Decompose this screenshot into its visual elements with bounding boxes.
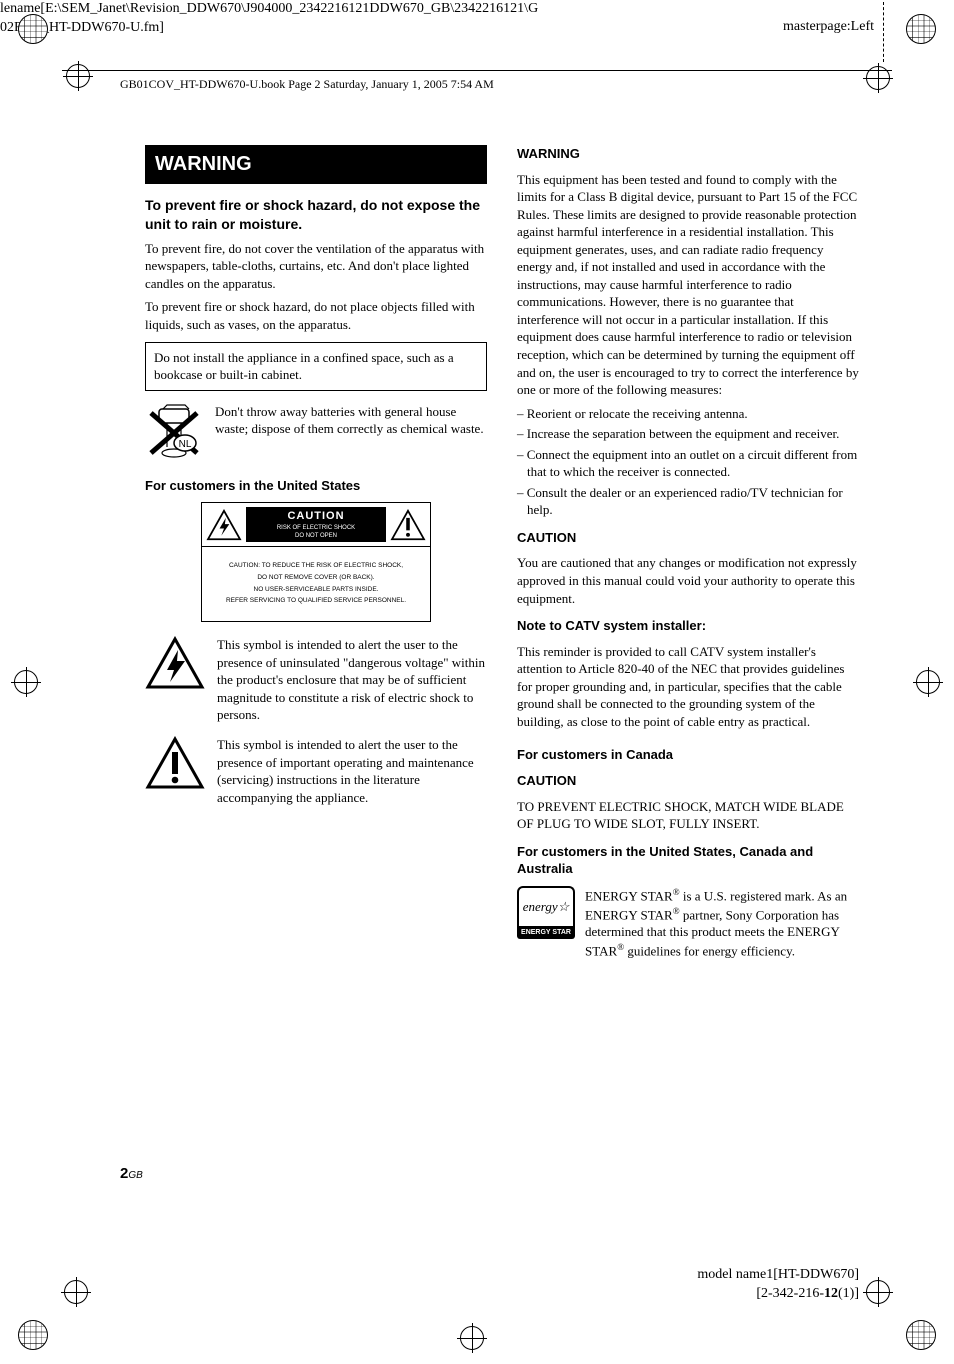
registration-mark-icon [18,1320,48,1350]
registration-mark-icon [906,1320,936,1350]
battery-disposal-text: Don't throw away batteries with general … [215,403,487,438]
energystar-badge-label: ENERGY STAR [517,926,575,939]
crosshair-icon [66,64,90,88]
masterpage-text: masterpage:Left [783,18,874,37]
canada-head: For customers in Canada [517,746,859,764]
crosshair-icon [916,670,940,694]
page-number-suffix: GB [128,1170,142,1181]
us-customers-heading: For customers in the United States [145,477,487,495]
usca-head: For customers in the United States, Cana… [517,843,859,878]
energystar-row: energy☆ ENERGY STAR ENERGY STAR® is a U.… [517,886,859,966]
crosshair-icon [14,670,38,694]
warning-para: To prevent fire or shock hazard, do not … [145,298,487,333]
list-item: Connect the equipment into an outlet on … [517,446,859,481]
symbol-bolt-text: This symbol is intended to alert the use… [217,636,487,724]
bolt-triangle-icon [145,636,205,690]
registration-mark-icon [906,14,936,44]
battery-disposal-icon: NL [145,403,205,463]
energystar-script: energy [523,898,558,916]
crosshair-icon [64,1280,88,1304]
caution-label-title: CAUTION [246,509,386,524]
svg-text:NL: NL [179,439,192,450]
list-item: Consult the dealer or an experienced rad… [517,484,859,519]
exclamation-triangle-icon [390,509,426,541]
caution-block-line: DO NOT REMOVE COVER (OR BACK). [208,574,424,583]
book-header-text: GB01COV_HT-DDW670-U.book Page 2 Saturday… [120,76,494,92]
bolt-triangle-icon [206,509,242,541]
caution-label-box: CAUTION RISK OF ELECTRIC SHOCK DO NOT OP… [201,502,431,622]
catv-body: This reminder is provided to call CATV s… [517,643,859,731]
list-item: Reorient or relocate the receiving anten… [517,405,859,423]
list-item: Increase the separation between the equi… [517,425,859,443]
canada-body: TO PREVENT ELECTRIC SHOCK, MATCH WIDE BL… [517,798,859,833]
crosshair-icon [866,1280,890,1304]
footer-block: model name1[HT-DDW670] [2-342-216-12(1)] [697,1266,859,1304]
right-column: WARNING This equipment has been tested a… [517,145,859,966]
caution-label-sub: RISK OF ELECTRIC SHOCK [246,524,386,532]
symbol-explain-row: This symbol is intended to alert the use… [145,736,487,812]
warning-subhead: To prevent fire or shock hazard, do not … [145,196,487,234]
energystar-body: ENERGY STAR® is a U.S. registered mark. … [585,886,859,960]
catv-head: Note to CATV system installer: [517,617,859,635]
battery-disposal-row: NL Don't throw away batteries with gener… [145,403,487,463]
caution-label-sub: DO NOT OPEN [246,532,386,540]
caution-head: CAUTION [517,529,859,547]
model-code-text: [2-342-216-12(1)] [697,1285,859,1304]
fcc-measures-list: Reorient or relocate the receiving anten… [517,405,859,519]
crosshair-icon [460,1326,484,1350]
install-notice-text: Do not install the appliance in a confin… [154,350,454,383]
page-number: 2GB [120,1164,143,1184]
canada-caution-sub: CAUTION [517,772,859,790]
fcc-warning-head: WARNING [517,145,859,163]
left-column: WARNING To prevent fire or shock hazard,… [145,145,487,966]
fcc-warning-body: This equipment has been tested and found… [517,171,859,399]
registration-mark-icon [18,14,48,44]
caution-block-line: CAUTION: TO REDUCE THE RISK OF ELECTRIC … [208,562,424,571]
warning-banner: WARNING [145,145,487,184]
caution-block-line: REFER SERVICING TO QUALIFIED SERVICE PER… [208,597,424,606]
caution-block-line: NO USER-SERVICEABLE PARTS INSIDE. [208,586,424,595]
header-rule [62,70,892,71]
exclamation-triangle-icon [145,736,205,790]
energystar-badge-icon: energy☆ ENERGY STAR [517,886,575,939]
page-content: WARNING To prevent fire or shock hazard,… [145,145,859,966]
file-path-text: lename[E:\SEM_Janet\Revision_DDW670\J904… [0,0,520,38]
symbol-explain-row: This symbol is intended to alert the use… [145,636,487,730]
masterpage-rule [883,2,884,62]
caution-body: You are cautioned that any changes or mo… [517,554,859,607]
symbol-excl-text: This symbol is intended to alert the use… [217,736,487,806]
warning-para: To prevent fire, do not cover the ventil… [145,240,487,293]
model-name-text: model name1[HT-DDW670] [697,1266,859,1285]
install-notice-box: Do not install the appliance in a confin… [145,342,487,391]
